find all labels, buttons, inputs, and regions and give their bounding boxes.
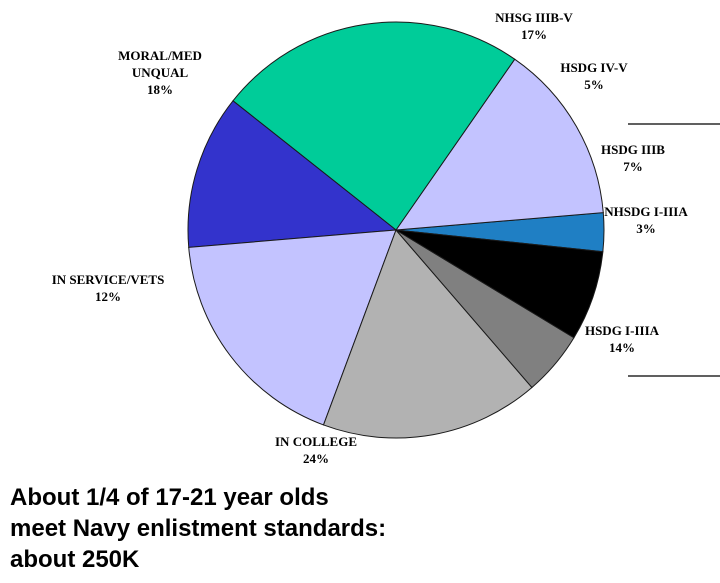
slice-label-3: IN SERVICE/VETS 12% bbox=[52, 272, 165, 304]
slice-label-5: NHSG IIIB-V 17% bbox=[495, 10, 573, 42]
pie-slice-7 bbox=[395, 229, 604, 339]
pie-slice-5 bbox=[322, 229, 533, 439]
caption-line-1: About 1/4 of 17-21 year olds bbox=[10, 484, 329, 511]
slice-label-0: NHSDG I-IIIA 3% bbox=[604, 204, 688, 236]
pie-slice-1 bbox=[394, 58, 604, 231]
slice-label-1: HSDG I-IIIA 14% bbox=[585, 323, 660, 355]
caption-line-2: meet Navy enlistment standards: bbox=[10, 515, 387, 542]
slice-label-6: HSDG IV-V 5% bbox=[560, 60, 628, 92]
slice-label-7: HSDG IIIB 7% bbox=[601, 142, 665, 174]
caption-line-3: about 250K bbox=[10, 546, 140, 573]
slice-label-2: IN COLLEGE 24% bbox=[275, 434, 357, 466]
pie-chart: NHSDG I-IIIA 3% HSDG I-IIIA 14% IN COLLEGE 24… bbox=[52, 10, 720, 466]
caption: About 1/4 of 17-21 year olds meet Navy e… bbox=[10, 482, 386, 575]
pie-labels: NHSDG I-IIIA 3% HSDG I-IIIA 14% IN COLLEGE 24… bbox=[52, 10, 689, 466]
pie-slice-4 bbox=[188, 229, 397, 426]
pie-slice-2 bbox=[232, 21, 516, 231]
slice-label-4: MORAL/MED UNQUAL 18% bbox=[118, 48, 202, 97]
pie-slice-3 bbox=[187, 100, 398, 248]
pie-slices bbox=[187, 21, 605, 439]
